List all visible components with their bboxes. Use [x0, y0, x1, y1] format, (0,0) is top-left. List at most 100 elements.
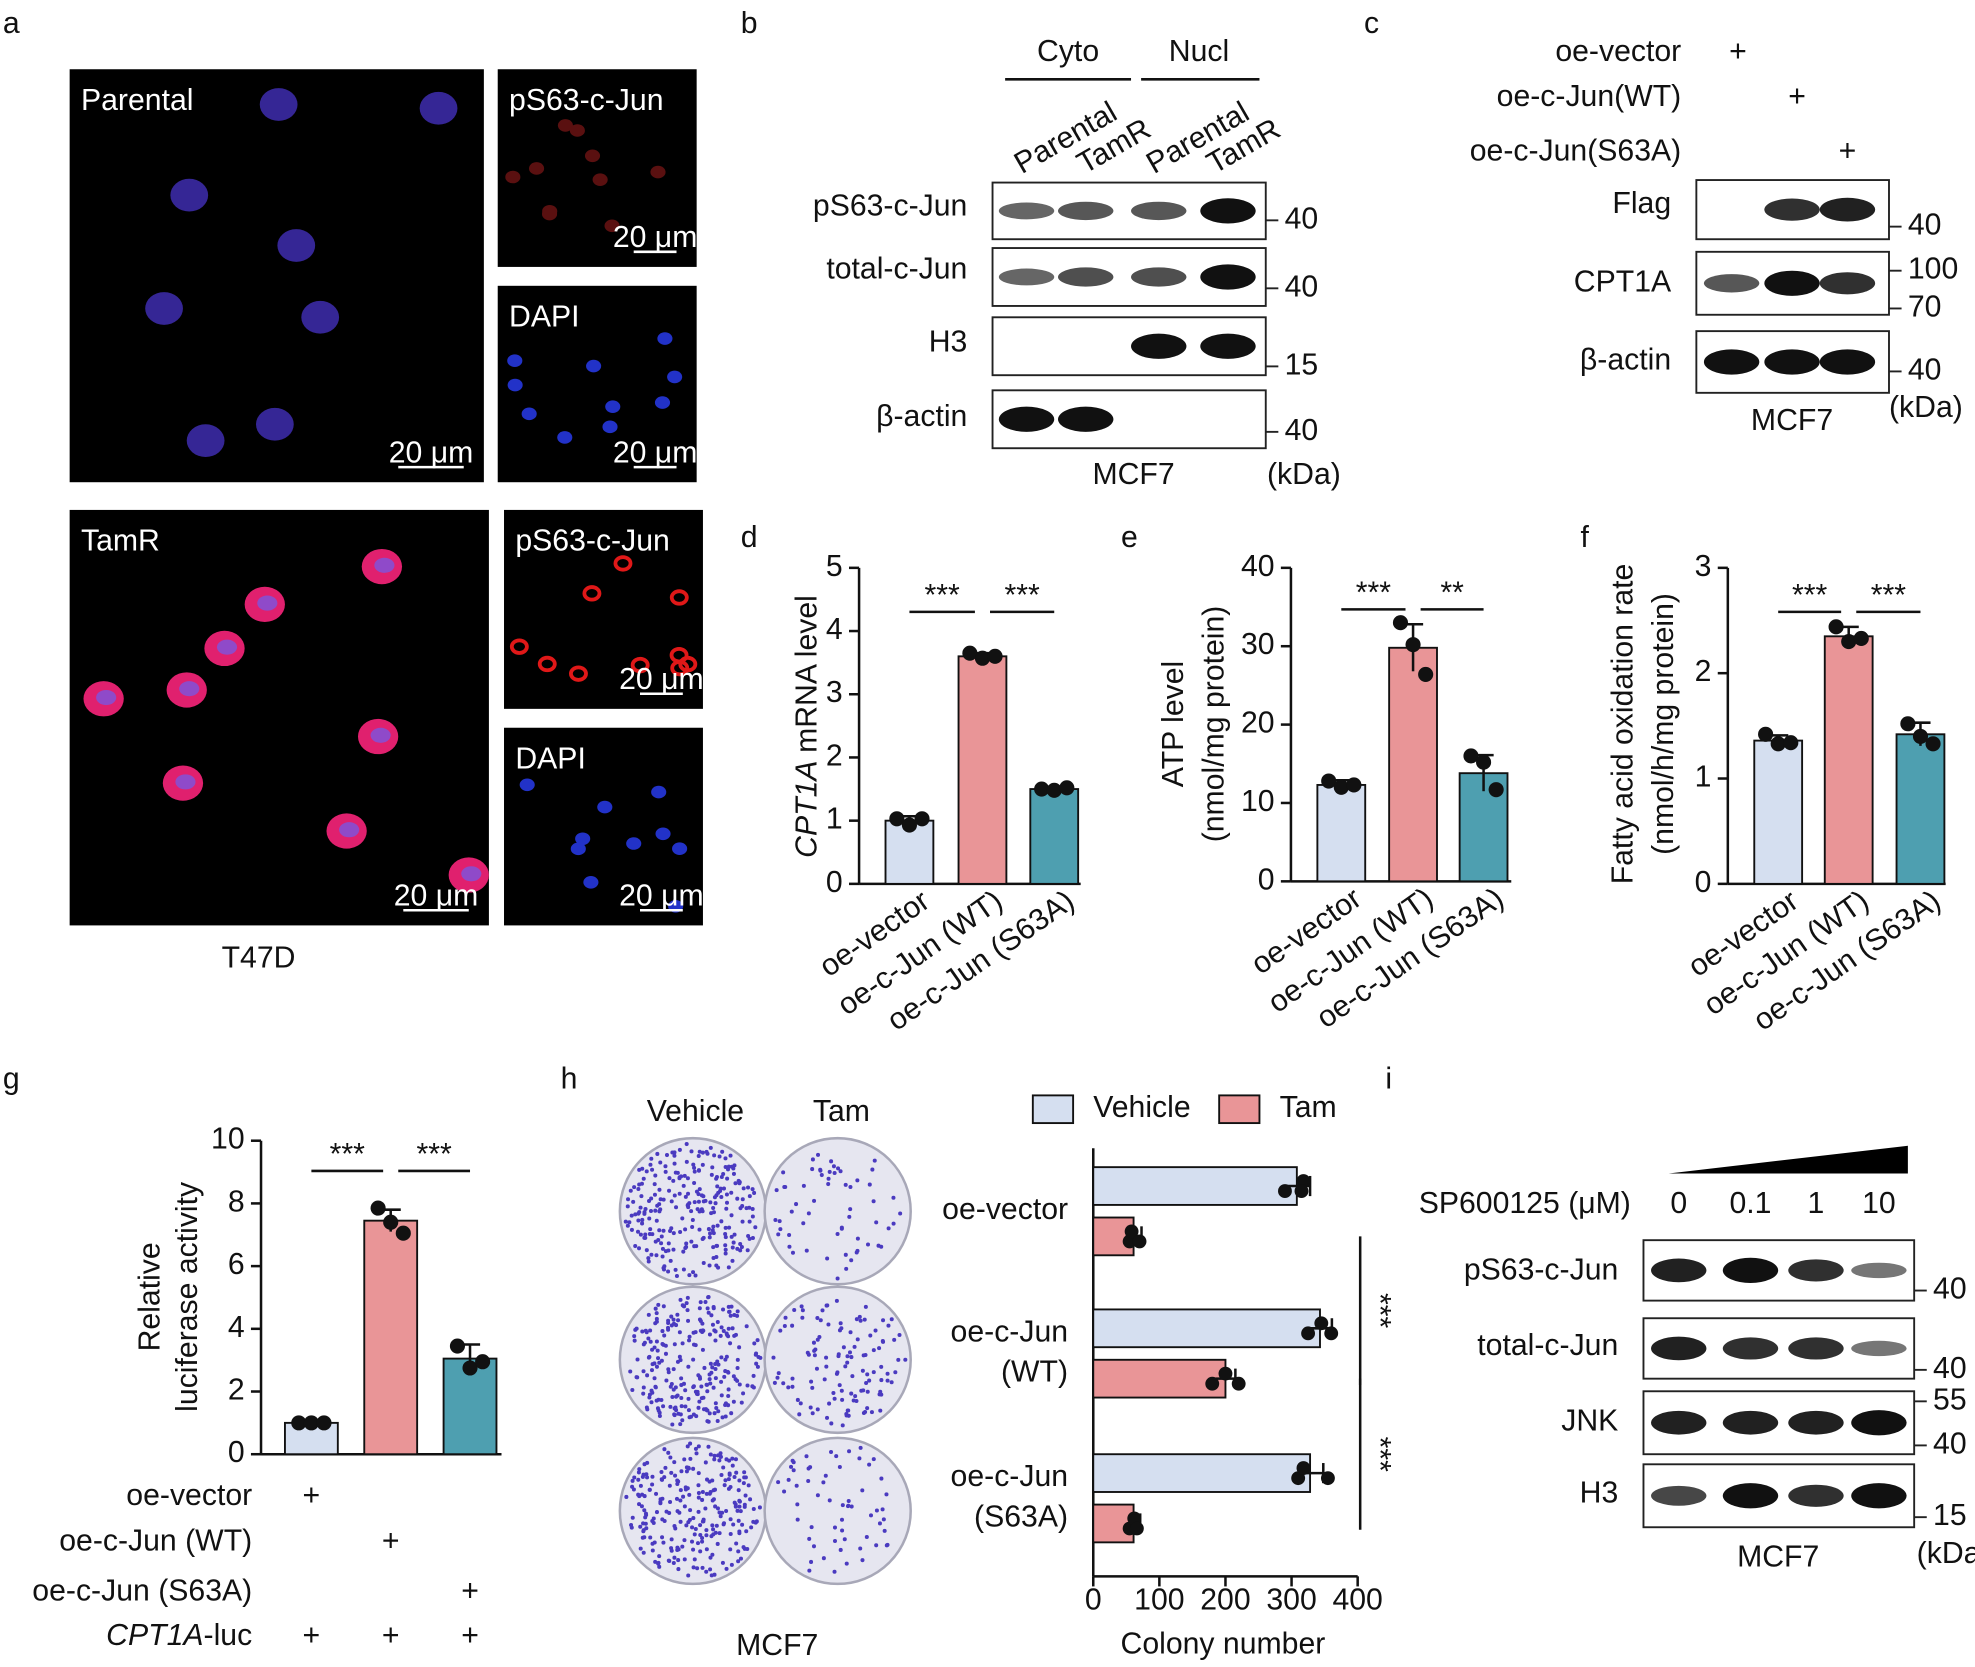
colony	[709, 1172, 714, 1177]
colony	[717, 1458, 722, 1463]
colony	[858, 1445, 863, 1450]
colony	[707, 1263, 712, 1268]
blot-label: H3	[929, 326, 968, 359]
colony	[708, 1145, 713, 1150]
nucleus	[630, 656, 650, 674]
data-point	[475, 1354, 491, 1370]
colony	[666, 1367, 671, 1372]
colony	[741, 1545, 746, 1550]
cell-line: MCF7	[1751, 404, 1833, 437]
colony	[687, 1338, 692, 1343]
colony	[686, 1520, 691, 1525]
colony	[627, 1220, 632, 1225]
colony	[656, 1561, 661, 1566]
colony	[707, 1235, 712, 1240]
micrograph	[504, 727, 703, 926]
colony	[659, 1234, 664, 1239]
data-point	[1205, 1376, 1220, 1391]
colony	[731, 1374, 736, 1379]
colony	[704, 1528, 709, 1533]
colony	[672, 1523, 677, 1529]
colony	[736, 1518, 741, 1523]
colony	[724, 1354, 729, 1359]
bar	[1092, 1358, 1227, 1399]
colony	[870, 1167, 875, 1172]
nucleus	[592, 173, 608, 186]
image-title: pS63-c-Jun	[509, 84, 663, 117]
colony	[693, 1526, 698, 1531]
colony	[705, 1306, 710, 1311]
colony	[669, 1226, 674, 1231]
nucleus-core	[370, 727, 391, 743]
unit-label: (kDa)	[1917, 1537, 1975, 1570]
colony	[696, 1471, 701, 1476]
colony	[738, 1242, 743, 1247]
colony	[710, 1523, 715, 1528]
colony	[632, 1338, 637, 1343]
colony	[840, 1503, 845, 1508]
marker-label: 40	[1285, 202, 1319, 235]
colony	[789, 1209, 794, 1214]
colony	[711, 1304, 716, 1310]
colony	[650, 1167, 655, 1172]
colony	[756, 1354, 761, 1359]
colony	[753, 1225, 758, 1230]
colony	[724, 1206, 729, 1211]
colony	[712, 1411, 717, 1416]
colony	[740, 1219, 745, 1224]
colony	[649, 1156, 654, 1161]
colony	[834, 1454, 839, 1459]
colony	[806, 1466, 811, 1471]
colony	[776, 1371, 781, 1376]
y-tick-label: 0	[1695, 866, 1712, 899]
colony	[723, 1243, 728, 1248]
colony	[688, 1441, 693, 1446]
colony	[713, 1504, 718, 1509]
colony	[737, 1478, 742, 1483]
colony	[751, 1385, 756, 1390]
y-axis-label-italic: CPT1A	[791, 760, 824, 857]
colony	[676, 1558, 681, 1563]
colony	[633, 1212, 638, 1217]
colony	[876, 1243, 881, 1248]
blot-label: pS63-c-Jun	[1464, 1254, 1618, 1287]
colony	[669, 1314, 674, 1319]
group-label: Nucl	[1169, 35, 1229, 68]
colony	[644, 1169, 649, 1174]
colony	[848, 1330, 853, 1335]
condition-label: CPT1A-luc	[106, 1619, 252, 1652]
colony	[695, 1541, 700, 1546]
nucleus	[602, 420, 618, 434]
colony	[684, 1301, 689, 1306]
colony	[648, 1535, 653, 1540]
nucleus	[570, 842, 586, 856]
colony	[699, 1396, 704, 1401]
data-point	[901, 817, 917, 833]
colony	[832, 1396, 837, 1401]
colony	[695, 1566, 700, 1571]
data-point	[316, 1415, 332, 1431]
colony	[711, 1224, 716, 1229]
nucleus-core	[374, 557, 395, 573]
panel-letter: h	[561, 1062, 578, 1095]
colony	[648, 1328, 653, 1333]
nucleus	[657, 332, 673, 345]
colony	[710, 1552, 715, 1557]
colony	[632, 1185, 637, 1190]
colony	[680, 1341, 685, 1346]
colony	[815, 1152, 821, 1157]
panel-letter: g	[3, 1062, 20, 1095]
legend-label: Vehicle	[1093, 1091, 1190, 1124]
colony	[829, 1421, 834, 1426]
colony	[711, 1488, 716, 1493]
colony	[808, 1405, 813, 1410]
colony	[800, 1308, 805, 1313]
colony	[658, 1197, 663, 1202]
colony	[849, 1258, 854, 1263]
colony	[857, 1456, 862, 1461]
colony	[713, 1401, 718, 1406]
colony	[697, 1149, 702, 1154]
bar	[1388, 646, 1438, 883]
colony	[877, 1392, 882, 1397]
colony	[663, 1351, 668, 1356]
